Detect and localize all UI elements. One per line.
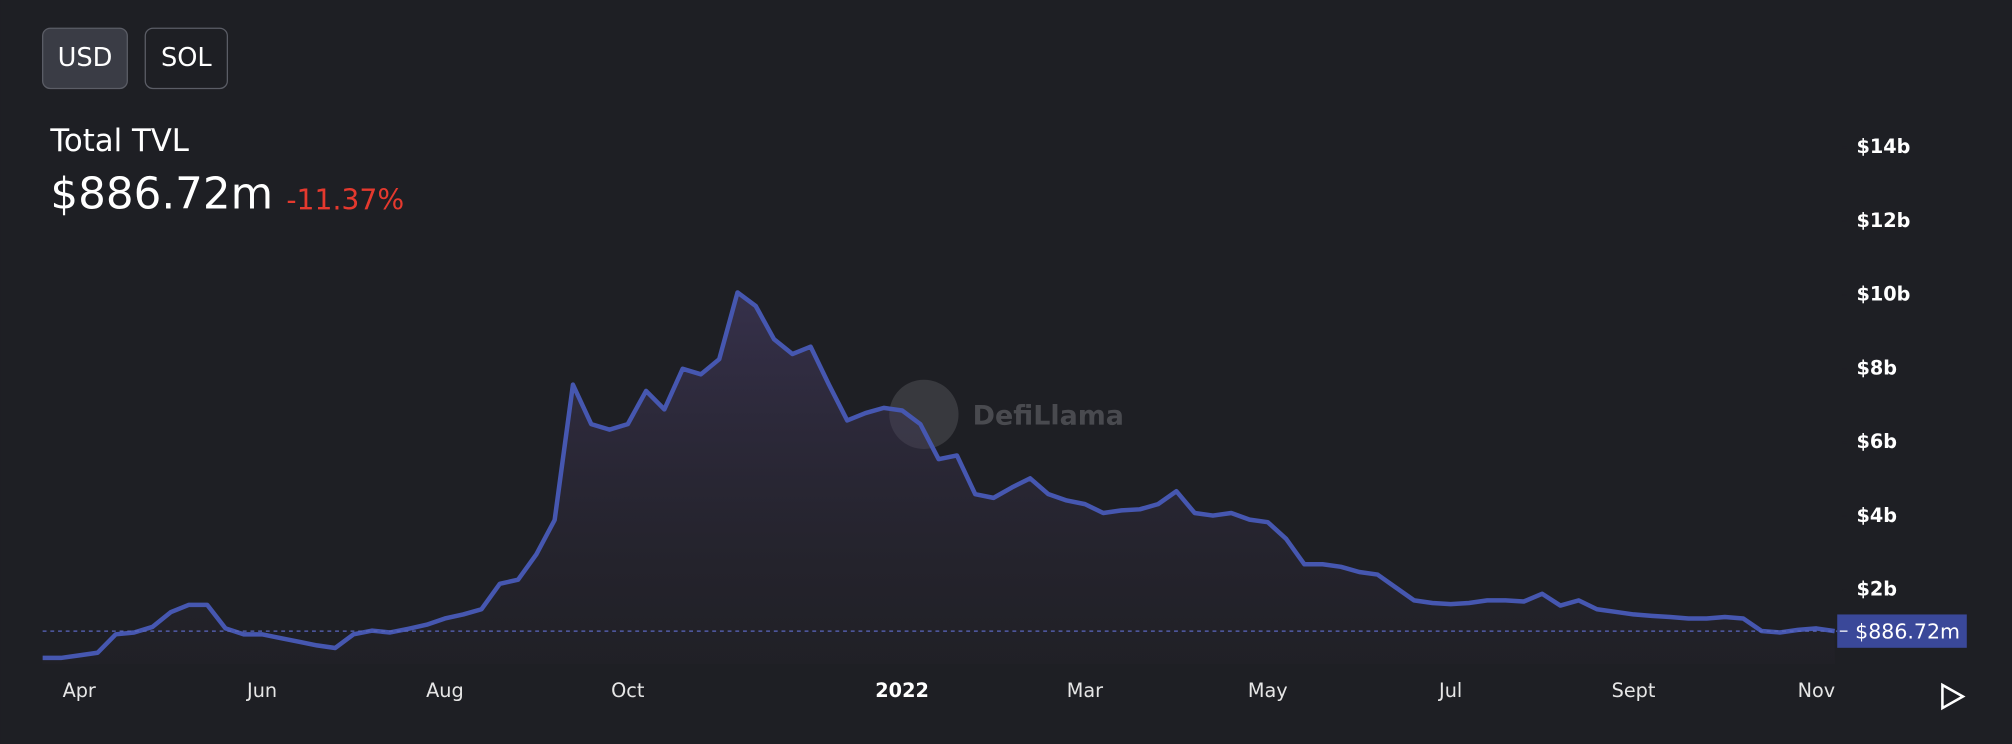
play-button[interactable]: [1941, 682, 1966, 711]
sol-button-bg[interactable]: [144, 27, 229, 90]
x-tick-label: Nov: [1798, 679, 1836, 702]
x-tick-label: May: [1248, 679, 1288, 702]
y-tick-label: $4b: [1856, 504, 1897, 527]
current-value-label: $886.72m: [1855, 619, 1960, 643]
x-tick-label: Aug: [426, 679, 464, 702]
x-tick-label: Apr: [63, 679, 96, 702]
tvl-change: -11.37%: [286, 183, 404, 216]
sol-button[interactable]: SOL: [144, 27, 229, 90]
y-tick-label: $2b: [1856, 578, 1897, 601]
x-tick-label: Sept: [1612, 679, 1656, 702]
current-value-box: [1837, 614, 1967, 648]
x-tick-label: Jun: [246, 679, 277, 702]
x-tick-label: Oct: [611, 679, 645, 702]
y-tick-label: $12b: [1856, 209, 1910, 232]
x-tick-label: 2022: [875, 679, 929, 702]
y-tick-label: $10b: [1856, 283, 1910, 306]
watermark-text: DefiLlama: [973, 400, 1124, 431]
usd-button-bg[interactable]: [42, 27, 128, 90]
usd-button-label[interactable]: USD: [58, 43, 113, 73]
x-tick-label: Mar: [1067, 679, 1103, 702]
tvl-value: $886.72m: [50, 169, 273, 219]
sol-button-label[interactable]: SOL: [161, 43, 212, 73]
plot: $2b $4b $6b $8b $10b $12b $14b Apr Jun Aug Oct 2022…: [42, 135, 1967, 702]
usd-button[interactable]: USD: [42, 27, 128, 90]
y-tick-label: $8b: [1856, 356, 1897, 379]
area-fill: [42, 292, 1835, 664]
tvl-title: Total TVL: [49, 123, 189, 159]
tvl-line: [42, 290, 1835, 661]
y-tick-label: $14b: [1856, 135, 1910, 158]
y-tick-label: $6b: [1856, 430, 1897, 453]
x-tick-label: Jul: [1438, 679, 1462, 702]
